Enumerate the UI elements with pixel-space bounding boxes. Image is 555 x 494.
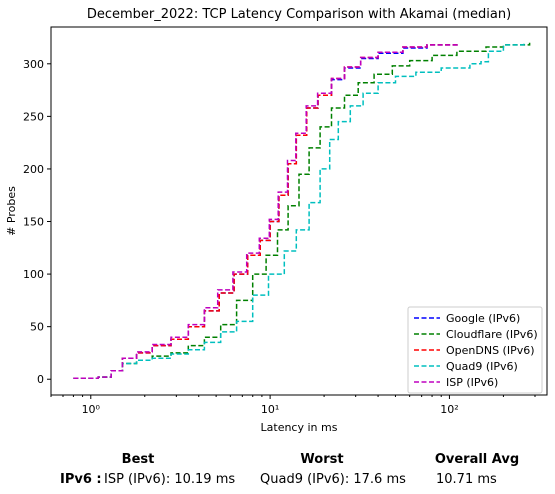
legend-label: Quad9 (IPv6) — [446, 360, 518, 373]
y-axis-label: # Probes — [5, 186, 18, 236]
x-tick-label: 10² — [440, 403, 458, 416]
legend: Google (IPv6) Cloudflare (IPv6) OpenDNS (I… — [407, 306, 543, 394]
legend-label: ISP (IPv6) — [446, 376, 498, 389]
series-line-quad9-ipv6 — [73, 42, 525, 379]
legend-label: Google (IPv6) — [446, 312, 520, 325]
legend-label: Cloudflare (IPv6) — [446, 328, 538, 341]
y-tick-label: 50 — [30, 321, 44, 334]
y-tick-label: 150 — [23, 216, 44, 229]
series-line-google-ipv6 — [73, 42, 458, 379]
x-axis-label: Latency in ms — [261, 421, 338, 434]
worst-header: Worst — [300, 452, 344, 467]
y-tick-label: 0 — [37, 373, 44, 386]
x-tick-label: 10⁰ — [82, 403, 101, 416]
overall-avg-value: 10.71 ms — [436, 472, 497, 487]
series-line-isp-ipv6 — [73, 42, 458, 379]
plot-area — [73, 42, 531, 379]
x-tick-label: 10¹ — [261, 403, 279, 416]
y-tick-label: 200 — [23, 163, 44, 176]
series-line-opendns-ipv6 — [73, 42, 458, 379]
best-header: Best — [121, 452, 155, 467]
chart-title: December_2022: TCP Latency Comparison wi… — [87, 7, 511, 22]
legend-label: OpenDNS (IPv6) — [446, 344, 535, 357]
protocol-label: IPv6 : — [60, 472, 102, 487]
legend-box — [407, 306, 543, 394]
y-tick-label: 250 — [23, 110, 44, 123]
worst-value: Quad9 (IPv6): 17.6 ms — [260, 472, 406, 487]
best-value: ISP (IPv6): 10.19 ms — [104, 472, 236, 487]
y-tick-label: 300 — [23, 58, 44, 71]
plot-frame — [50, 26, 548, 396]
axes: 0 50 100 150 200 250 300 10⁰ 10¹ 10² — [23, 58, 536, 416]
y-tick-label: 100 — [23, 268, 44, 281]
overall-avg-header: Overall Avg — [434, 452, 520, 467]
latency-chart: December_2022: TCP Latency Comparison wi… — [5, 7, 548, 434]
